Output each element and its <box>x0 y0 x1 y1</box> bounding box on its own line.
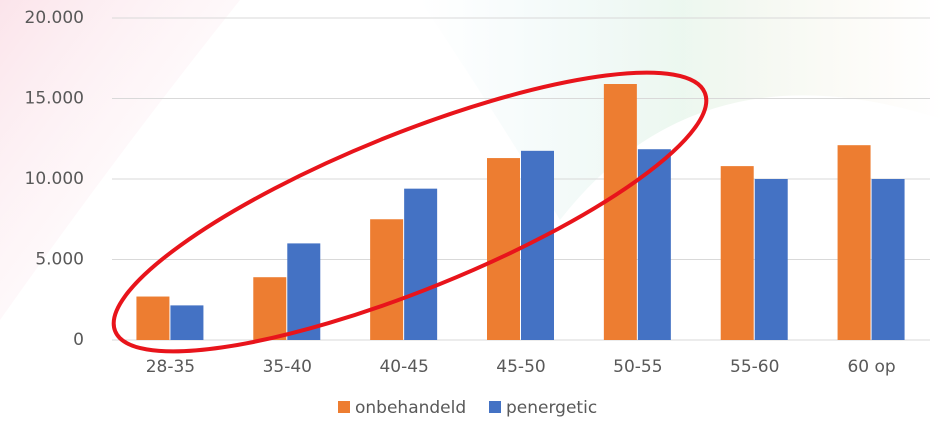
bar <box>871 179 905 340</box>
bar <box>637 149 671 340</box>
background-swirl <box>0 0 240 320</box>
legend-swatch <box>489 401 501 413</box>
legend-swatch <box>338 401 350 413</box>
bar <box>253 277 287 340</box>
highlight-ellipse <box>111 70 709 354</box>
y-tick-label: 10.000 <box>25 169 84 189</box>
bar <box>170 305 204 340</box>
legend-label: penergetic <box>506 398 597 418</box>
x-tick-label: 45-50 <box>496 357 545 377</box>
y-tick-label: 0 <box>73 330 84 350</box>
x-tick-label: 28-35 <box>146 357 195 377</box>
bar <box>136 296 170 340</box>
legend-label: onbehandeld <box>355 398 466 418</box>
bar <box>754 179 788 340</box>
y-tick-label: 5.000 <box>35 250 84 270</box>
x-tick-label: 55-60 <box>730 357 779 377</box>
plot-area: 0 5.000 10.000 15.000 20.000 28-35 35-40 40-45 4… <box>25 8 930 418</box>
y-tick-label: 20.000 <box>25 8 84 28</box>
x-tick-label: 35-40 <box>263 357 312 377</box>
bar <box>287 243 321 340</box>
bar <box>720 166 754 340</box>
bar <box>370 219 404 340</box>
bar <box>837 145 871 340</box>
bar <box>404 188 438 340</box>
bar <box>603 84 637 340</box>
y-tick-label: 15.000 <box>25 89 84 109</box>
x-tick-label: 60 op <box>847 357 895 377</box>
x-tick-label: 40-45 <box>379 357 428 377</box>
x-tick-label: 50-55 <box>613 357 662 377</box>
